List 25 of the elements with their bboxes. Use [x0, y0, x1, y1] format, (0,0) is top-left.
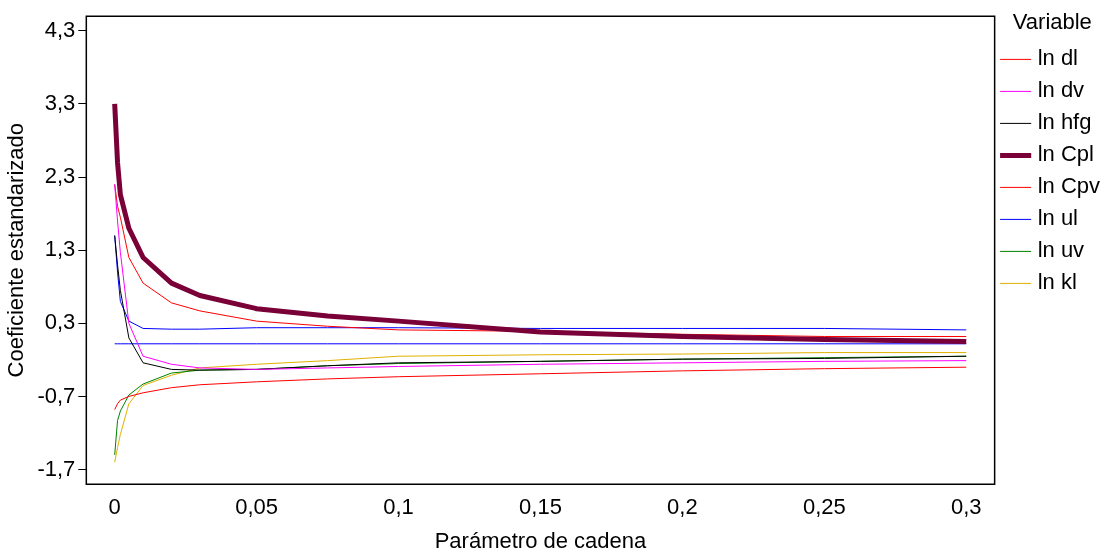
legend-label: ln hfg	[1037, 109, 1092, 135]
y-tick-label: 2,3	[44, 163, 76, 189]
y-axis-title: Coeficiente estandarizado	[3, 123, 29, 378]
x-axis-title: Parámetro de cadena	[434, 527, 648, 553]
y-tick-label: 3,3	[44, 90, 76, 116]
x-tick-label: 0,1	[383, 494, 414, 520]
legend-label: ln uv	[1037, 237, 1085, 263]
x-tick-label: 0,05	[235, 494, 279, 520]
x-tick-label: 0,3	[950, 494, 982, 520]
y-tick-label: -1,7	[37, 455, 76, 481]
y-tick-label: 0,3	[44, 309, 76, 335]
y-tick-label: -0,7	[37, 382, 76, 408]
legend-title: Variable	[1012, 9, 1092, 35]
legend-label: ln kl	[1037, 269, 1077, 295]
legend-label: ln dv	[1037, 77, 1085, 103]
legend-label: ln Cpl	[1037, 141, 1094, 167]
x-tick-label: 0,15	[519, 494, 562, 520]
legend-label: ln dl	[1037, 45, 1078, 71]
legend-label: ln Cpv	[1037, 173, 1100, 199]
y-tick-label: 4,3	[44, 16, 76, 42]
legend-label: ln ul	[1037, 205, 1078, 231]
y-tick-label: 1,3	[44, 236, 76, 262]
x-tick-label: 0	[108, 494, 121, 520]
x-tick-label: 0,2	[667, 494, 698, 520]
x-tick-label: 0,25	[802, 494, 846, 520]
